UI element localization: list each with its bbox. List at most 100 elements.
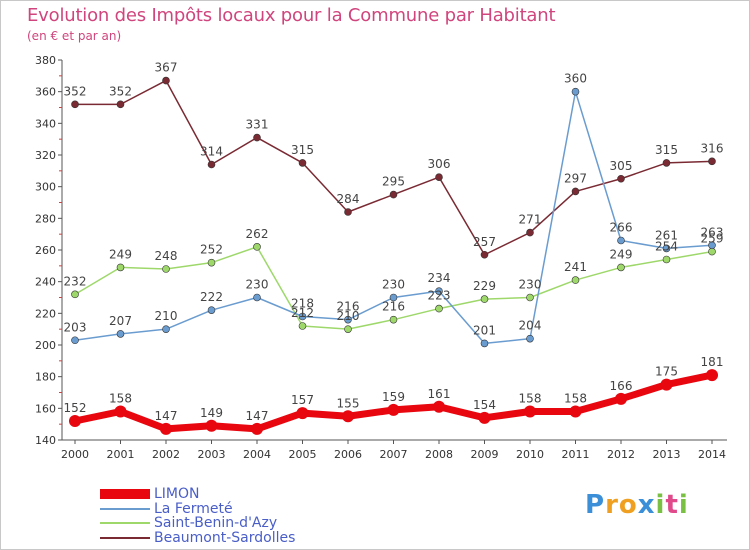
- data-point: [162, 76, 170, 85]
- data-label: 159: [382, 390, 405, 404]
- data-point: [706, 369, 718, 382]
- data-label: 155: [337, 396, 360, 410]
- x-tick-label: 2006: [334, 448, 362, 461]
- data-point: [253, 133, 261, 142]
- data-point: [617, 236, 625, 245]
- data-label: 305: [610, 159, 633, 173]
- data-point: [114, 405, 127, 418]
- data-label: 331: [246, 118, 269, 132]
- data-label: 262: [246, 227, 269, 241]
- y-tick-label: 320: [35, 149, 56, 162]
- data-point: [207, 306, 216, 314]
- data-label: 222: [200, 290, 223, 304]
- data-point: [571, 187, 580, 196]
- data-point: [116, 263, 125, 272]
- legend-item-beaumont: Beaumont-Sardolles: [100, 530, 295, 546]
- data-label: 297: [564, 171, 587, 185]
- data-label: 234: [428, 271, 451, 285]
- x-tick-label: 2003: [198, 448, 226, 461]
- legend-label: Beaumont-Sardolles: [154, 530, 296, 546]
- data-label: 230: [519, 278, 542, 292]
- data-point: [662, 255, 671, 264]
- x-tick-label: 2000: [61, 448, 89, 461]
- y-tick-label: 240: [35, 276, 56, 289]
- data-label: 229: [473, 279, 496, 293]
- data-label: 181: [701, 355, 724, 369]
- data-label: 306: [428, 157, 451, 171]
- y-tick-label: 380: [35, 54, 56, 67]
- data-label: 212: [291, 306, 314, 320]
- y-tick-label: 360: [35, 86, 56, 99]
- data-point: [71, 290, 79, 299]
- data-point: [298, 322, 307, 330]
- data-point: [389, 293, 398, 302]
- x-tick-label: 2011: [562, 448, 590, 461]
- data-label: 158: [109, 392, 132, 406]
- data-label: 216: [337, 300, 360, 314]
- chart-title: Evolution des Impôts locaux pour la Comm…: [27, 5, 556, 26]
- data-label: 284: [337, 192, 360, 206]
- data-label: 241: [564, 260, 587, 274]
- x-tick-label: 2010: [516, 448, 544, 461]
- data-label: 158: [519, 392, 542, 406]
- data-point: [617, 263, 625, 272]
- data-point: [207, 160, 216, 169]
- data-point: [253, 243, 261, 251]
- data-label: 263: [701, 225, 724, 239]
- data-point: [162, 325, 170, 333]
- data-point: [478, 411, 491, 424]
- logo-letter: P: [585, 490, 606, 520]
- data-point: [69, 415, 81, 427]
- data-label: 315: [291, 143, 314, 157]
- logo-letter: i: [678, 490, 689, 520]
- data-label: 314: [200, 145, 223, 159]
- data-label: 152: [64, 401, 87, 415]
- legend-item-saint-benin: Saint-Benin-d'Azy: [100, 515, 277, 531]
- data-point: [569, 405, 582, 418]
- data-label: 259: [701, 232, 724, 246]
- data-point: [253, 293, 261, 302]
- data-point: [435, 287, 443, 295]
- data-label: 218: [291, 297, 314, 311]
- data-point: [116, 100, 125, 109]
- data-point: [71, 100, 79, 109]
- y-tick-label: 260: [35, 244, 56, 257]
- x-tick-label: 2004: [243, 448, 271, 461]
- legend-swatch: [100, 508, 150, 510]
- data-point: [708, 247, 716, 256]
- data-label: 261: [655, 228, 678, 242]
- data-point: [344, 315, 352, 324]
- x-tick-label: 2005: [289, 448, 317, 461]
- data-label: 175: [655, 365, 678, 379]
- data-label: 352: [64, 84, 87, 98]
- data-label: 166: [610, 379, 633, 393]
- x-tick-label: 2002: [152, 448, 180, 461]
- legend-item-la-fermete: La Fermeté: [100, 501, 233, 517]
- data-point: [389, 190, 398, 199]
- data-label: 232: [64, 274, 87, 288]
- data-label: 257: [473, 235, 496, 249]
- data-point: [71, 336, 79, 345]
- logo-letter: r: [605, 490, 619, 520]
- data-point: [571, 87, 580, 96]
- legend-swatch: [100, 522, 150, 524]
- data-point: [526, 334, 534, 343]
- data-label: 207: [109, 314, 132, 328]
- data-point: [662, 159, 671, 167]
- data-label: 203: [64, 320, 87, 334]
- data-label: 249: [610, 247, 633, 261]
- data-point: [162, 265, 170, 273]
- y-tick-label: 180: [35, 371, 56, 384]
- data-label: 252: [200, 243, 223, 257]
- y-tick-label: 340: [35, 117, 56, 130]
- y-tick-label: 200: [35, 339, 56, 352]
- data-point: [344, 325, 352, 333]
- data-point: [389, 315, 398, 324]
- data-label: 210: [155, 309, 178, 323]
- data-point: [296, 407, 309, 420]
- data-point: [160, 422, 172, 435]
- data-label: 254: [655, 240, 678, 254]
- legend-swatch: [100, 489, 150, 499]
